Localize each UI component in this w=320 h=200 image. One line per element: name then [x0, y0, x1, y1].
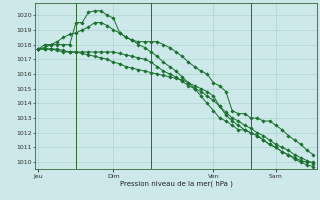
X-axis label: Pression niveau de la mer( hPa ): Pression niveau de la mer( hPa )	[119, 180, 232, 187]
